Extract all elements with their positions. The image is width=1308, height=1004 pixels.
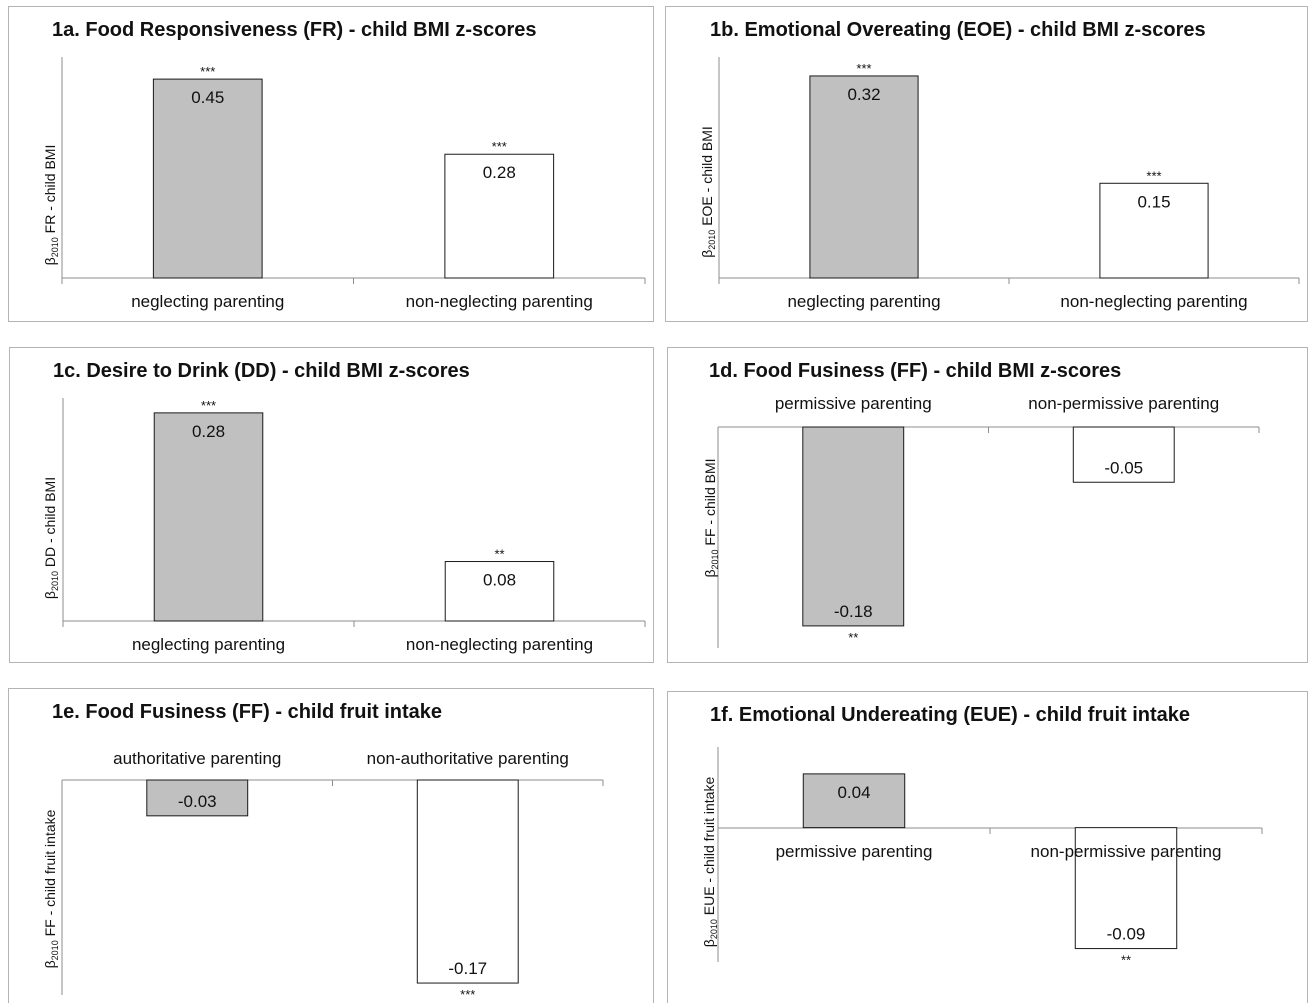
y-axis-label-text: FF - child BMI xyxy=(702,458,718,549)
chart-panel-1d: 1d. Food Fusiness (FF) - child BMI z-sco… xyxy=(667,347,1308,663)
significance-marker: *** xyxy=(201,398,216,413)
y-axis-label-subscript: 2010 xyxy=(50,571,60,591)
category-label: neglecting parenting xyxy=(132,635,285,654)
chart-title: 1f. Emotional Undereating (EUE) - child … xyxy=(710,704,1190,726)
chart-panel-1e: 1e. Food Fusiness (FF) - child fruit int… xyxy=(8,688,654,1003)
significance-marker: *** xyxy=(200,64,215,79)
y-axis-label-subscript: 2010 xyxy=(710,549,720,569)
chart-title: 1a. Food Responsiveness (FR) - child BMI… xyxy=(52,19,537,41)
data-label: -0.05 xyxy=(1104,458,1143,477)
chart-panel-1c: 1c. Desire to Drink (DD) - child BMI z-s… xyxy=(9,347,654,663)
y-axis-label-subscript: 2010 xyxy=(50,237,60,257)
category-label: non-permissive parenting xyxy=(1031,842,1222,861)
data-label: 0.45 xyxy=(191,88,224,107)
y-axis-label-beta: β xyxy=(702,569,718,577)
significance-marker: ** xyxy=(848,630,858,645)
chart-1c-svg: 1c. Desire to Drink (DD) - child BMI z-s… xyxy=(42,360,646,654)
chart-panel-1f: 1f. Emotional Undereating (EUE) - child … xyxy=(667,691,1308,1003)
chart-1b-svg: 1b. Emotional Overeating (EOE) - child B… xyxy=(699,19,1300,311)
bar xyxy=(802,773,906,829)
category-label: non-neglecting parenting xyxy=(406,292,593,311)
chart-title: 1b. Emotional Overeating (EOE) - child B… xyxy=(710,19,1206,41)
y-axis-label-beta: β xyxy=(42,960,58,968)
data-label: 0.04 xyxy=(837,783,870,802)
y-axis-label: β2010 EUE - child fruit intake xyxy=(701,777,719,948)
bar xyxy=(153,412,264,622)
category-label: authoritative parenting xyxy=(113,749,281,768)
chart-1a-svg: 1a. Food Responsiveness (FR) - child BMI… xyxy=(42,19,646,311)
bar xyxy=(1072,426,1175,483)
significance-marker: *** xyxy=(460,987,475,1002)
y-axis-label: β2010 FF - child fruit intake xyxy=(42,809,60,968)
bar xyxy=(444,561,555,622)
data-label: 0.15 xyxy=(1137,192,1170,211)
y-axis-label-text: DD - child BMI xyxy=(42,477,58,571)
category-label: non-neglecting parenting xyxy=(406,635,593,654)
significance-marker: ** xyxy=(1121,953,1131,968)
chart-panel-1a: 1a. Food Responsiveness (FR) - child BMI… xyxy=(8,6,654,322)
chart-panel-1b: 1b. Emotional Overeating (EOE) - child B… xyxy=(665,6,1308,322)
y-axis-label-text: FR - child BMI xyxy=(42,145,58,238)
chart-1e-svg: 1e. Food Fusiness (FF) - child fruit int… xyxy=(42,701,604,1002)
chart-1f-svg: 1f. Emotional Undereating (EUE) - child … xyxy=(701,704,1263,968)
y-axis-label: β2010 FF - child BMI xyxy=(702,458,720,577)
chart-title: 1c. Desire to Drink (DD) - child BMI z-s… xyxy=(53,360,470,382)
category-label: non-authoritative parenting xyxy=(367,749,569,768)
bar xyxy=(152,78,263,279)
category-label: neglecting parenting xyxy=(787,292,940,311)
y-axis-label-subscript: 2010 xyxy=(707,230,717,250)
bar xyxy=(802,426,905,627)
bar xyxy=(1074,827,1178,950)
y-axis-label-subscript: 2010 xyxy=(50,940,60,960)
y-axis-label-text: EUE - child fruit intake xyxy=(701,777,717,920)
y-axis-label-beta: β xyxy=(701,939,717,947)
bar xyxy=(809,75,919,279)
y-axis-label-text: FF - child fruit intake xyxy=(42,809,58,940)
y-axis-label-beta: β xyxy=(42,591,58,599)
significance-marker: *** xyxy=(1146,168,1161,183)
y-axis-label-beta: β xyxy=(42,257,58,265)
significance-marker: ** xyxy=(494,547,504,562)
bar xyxy=(444,153,555,279)
y-axis-label: β2010 EOE - child BMI xyxy=(699,126,717,258)
category-label: non-permissive parenting xyxy=(1028,394,1219,413)
chart-title: 1d. Food Fusiness (FF) - child BMI z-sco… xyxy=(709,360,1121,382)
data-label: -0.17 xyxy=(448,959,487,978)
y-axis-label-beta: β xyxy=(699,250,715,258)
chart-1d-svg: 1d. Food Fusiness (FF) - child BMI z-sco… xyxy=(702,360,1260,648)
category-label: permissive parenting xyxy=(776,842,933,861)
significance-marker: *** xyxy=(856,61,871,76)
data-label: -0.03 xyxy=(178,792,217,811)
bar xyxy=(416,779,519,984)
y-axis-label-text: EOE - child BMI xyxy=(699,126,715,229)
significance-marker: *** xyxy=(492,139,507,154)
data-label: 0.28 xyxy=(483,163,516,182)
y-axis-label-subscript: 2010 xyxy=(709,919,719,939)
category-label: neglecting parenting xyxy=(131,292,284,311)
category-label: non-neglecting parenting xyxy=(1060,292,1247,311)
data-label: 0.08 xyxy=(483,571,516,590)
chart-title: 1e. Food Fusiness (FF) - child fruit int… xyxy=(52,701,442,723)
y-axis-label: β2010 FR - child BMI xyxy=(42,145,60,266)
data-label: 0.32 xyxy=(847,85,880,104)
data-label: -0.09 xyxy=(1107,925,1146,944)
y-axis-label: β2010 DD - child BMI xyxy=(42,477,60,599)
bar xyxy=(146,779,249,817)
category-label: permissive parenting xyxy=(775,394,932,413)
data-label: 0.28 xyxy=(192,422,225,441)
bar xyxy=(1099,182,1209,279)
data-label: -0.18 xyxy=(834,602,873,621)
